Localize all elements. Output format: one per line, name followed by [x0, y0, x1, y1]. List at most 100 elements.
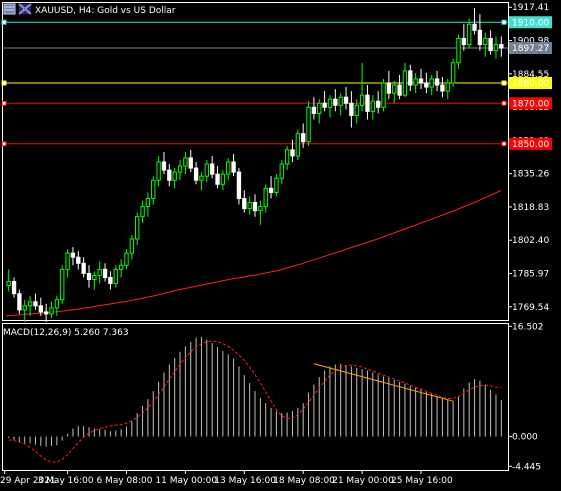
candle[interactable]: [274, 174, 279, 197]
candle[interactable]: [445, 78, 450, 100]
candle[interactable]: [338, 93, 343, 116]
candle[interactable]: [172, 168, 177, 189]
candle[interactable]: [167, 164, 172, 187]
candle[interactable]: [108, 271, 113, 290]
candle[interactable]: [349, 91, 354, 128]
resistance-1910-handle[interactable]: [1, 19, 7, 25]
candle[interactable]: [65, 249, 70, 278]
candle[interactable]: [397, 74, 402, 100]
candle[interactable]: [156, 155, 161, 187]
candle[interactable]: [483, 32, 488, 57]
candle[interactable]: [70, 247, 76, 266]
candle[interactable]: [86, 265, 92, 288]
candle[interactable]: [204, 159, 209, 183]
candle[interactable]: [54, 295, 60, 316]
support-1880-handle[interactable]: [1, 80, 7, 86]
candle[interactable]: [102, 263, 108, 282]
candle[interactable]: [440, 76, 445, 98]
candle[interactable]: [467, 18, 472, 49]
candle[interactable]: [263, 184, 268, 213]
candle[interactable]: [450, 58, 456, 88]
candle[interactable]: [413, 72, 418, 94]
candle[interactable]: [140, 200, 145, 223]
candle[interactable]: [301, 123, 306, 148]
candle[interactable]: [322, 91, 327, 112]
candle[interactable]: [247, 196, 252, 215]
candle[interactable]: [477, 14, 483, 51]
candle[interactable]: [252, 194, 258, 217]
candle[interactable]: [499, 36, 504, 57]
candle[interactable]: [375, 91, 381, 114]
candle[interactable]: [43, 303, 49, 323]
candle[interactable]: [113, 265, 118, 288]
candle[interactable]: [306, 101, 311, 146]
candle[interactable]: [92, 271, 97, 290]
candle[interactable]: [49, 301, 54, 318]
candle[interactable]: [81, 257, 86, 278]
candle[interactable]: [6, 269, 11, 292]
candle[interactable]: [343, 87, 349, 110]
candle[interactable]: [17, 289, 22, 314]
support-1870-handle-right[interactable]: [501, 100, 507, 106]
candle[interactable]: [472, 8, 477, 35]
candle[interactable]: [60, 265, 65, 304]
candle[interactable]: [151, 176, 156, 205]
candle[interactable]: [461, 24, 467, 51]
candle[interactable]: [188, 149, 193, 173]
candle[interactable]: [370, 95, 375, 120]
window-menu-icon[interactable]: [3, 3, 16, 15]
candle[interactable]: [418, 68, 424, 90]
candle[interactable]: [365, 85, 370, 120]
candle[interactable]: [327, 95, 333, 118]
candle[interactable]: [177, 159, 183, 181]
support-1870-handle[interactable]: [1, 100, 7, 106]
candle[interactable]: [220, 170, 226, 191]
candle[interactable]: [456, 34, 461, 69]
support-1880-handle-right[interactable]: [501, 80, 507, 86]
candle[interactable]: [27, 295, 33, 316]
candle[interactable]: [354, 99, 359, 124]
candle[interactable]: [290, 139, 295, 163]
candle[interactable]: [231, 153, 236, 177]
candle[interactable]: [129, 234, 135, 260]
candle[interactable]: [279, 159, 284, 185]
resistance-1910-handle-right[interactable]: [501, 19, 507, 25]
candle[interactable]: [76, 251, 81, 270]
candle[interactable]: [236, 168, 242, 205]
candle[interactable]: [429, 74, 434, 96]
candle[interactable]: [199, 172, 204, 191]
candle[interactable]: [493, 36, 499, 59]
candle[interactable]: [258, 200, 263, 225]
candle[interactable]: [135, 212, 140, 246]
candle[interactable]: [386, 70, 392, 100]
candle[interactable]: [183, 151, 188, 175]
candle[interactable]: [311, 97, 317, 120]
candle[interactable]: [124, 249, 129, 270]
candle[interactable]: [161, 151, 167, 175]
candle[interactable]: [488, 30, 493, 55]
candle[interactable]: [209, 155, 215, 179]
candle[interactable]: [242, 190, 247, 213]
candle[interactable]: [193, 162, 199, 185]
candle[interactable]: [268, 176, 274, 199]
candle[interactable]: [402, 62, 408, 98]
candle[interactable]: [22, 299, 27, 323]
candle[interactable]: [226, 157, 231, 181]
candle[interactable]: [97, 261, 102, 284]
candle[interactable]: [284, 145, 290, 171]
macd-trend-line[interactable]: [313, 363, 454, 402]
candle[interactable]: [381, 78, 386, 112]
candle[interactable]: [215, 166, 220, 189]
candle[interactable]: [33, 293, 38, 310]
candle[interactable]: [434, 70, 440, 92]
candle[interactable]: [424, 72, 429, 94]
candle[interactable]: [317, 99, 322, 124]
candle[interactable]: [359, 62, 365, 112]
candle[interactable]: [11, 277, 17, 298]
candle[interactable]: [295, 129, 301, 160]
candle[interactable]: [408, 64, 413, 92]
support-1850-handle-right[interactable]: [501, 141, 507, 147]
candle[interactable]: [392, 80, 397, 104]
candle[interactable]: [333, 89, 338, 112]
